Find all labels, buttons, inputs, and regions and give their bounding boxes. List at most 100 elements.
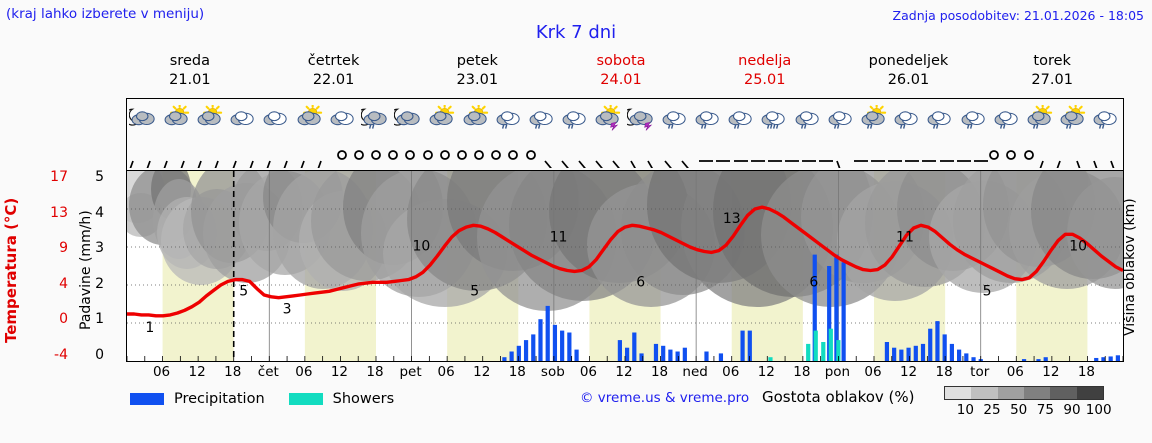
- temperature-axis-tick: -4: [54, 347, 68, 363]
- svg-text:10: 10: [412, 238, 430, 254]
- temperature-axis-tick: 4: [59, 275, 68, 292]
- copyright-label[interactable]: © vreme.us & vreme.pro: [580, 390, 750, 406]
- x-tick-label: 12: [899, 364, 918, 380]
- wind-barb: [865, 136, 885, 170]
- cloud-density-color-step: [997, 387, 1024, 399]
- cloud-density-tick: 90: [1063, 402, 1081, 418]
- weather-icon-cloudy: [260, 99, 293, 136]
- cloud-density-color-step: [971, 387, 998, 399]
- day-name: sobota: [596, 53, 646, 69]
- wind-barb: [762, 136, 782, 170]
- wind-barb: [282, 136, 299, 170]
- cloud-density-color-step: [1076, 387, 1103, 399]
- wind-barb: [694, 136, 714, 170]
- x-tick-label: ned: [682, 364, 708, 380]
- cloud-density-color-step: [1050, 387, 1077, 399]
- x-tick-label: 18: [935, 364, 953, 380]
- cloud-density-tick: 75: [1036, 402, 1054, 418]
- weather-icon-partly-sunny: [293, 99, 326, 136]
- precipitation-axis-tick: 3: [95, 240, 104, 257]
- day-date: 25.01: [743, 72, 786, 88]
- x-tick-label: 18: [224, 364, 242, 380]
- wind-barb: [951, 136, 971, 170]
- temperature-annotations: 15310511613611510495: [145, 211, 1087, 336]
- wind-barb: [573, 136, 590, 170]
- wind-barb: [968, 136, 988, 170]
- x-tick-label: 18: [793, 364, 811, 380]
- day-name: sreda: [169, 53, 210, 69]
- precipitation-axis-tick: 1: [95, 311, 104, 328]
- wind-barb: [230, 136, 247, 170]
- wind-barb: [505, 136, 522, 170]
- x-tick-label: 06: [437, 364, 455, 380]
- precipitation-legend: Precipitation Showers: [130, 388, 408, 410]
- precipitation-axis-tick: 0: [95, 347, 104, 363]
- day-header-ponedeljek: ponedeljek 26.01: [837, 52, 981, 94]
- svg-text:1: 1: [145, 320, 154, 336]
- day-name: petek: [456, 53, 498, 69]
- wind-barb: [488, 136, 505, 170]
- x-tick-label: čet: [257, 364, 279, 380]
- x-tick-label: 12: [757, 364, 775, 380]
- cloud-density-tick: 50: [1010, 402, 1028, 418]
- showers-legend-swatch: [288, 393, 323, 405]
- wind-barb-strip: [126, 136, 1124, 170]
- day-header-četrtek: četrtek 22.01: [262, 52, 406, 94]
- weather-icon-cloudy: [326, 99, 359, 136]
- precipitation-axis-tick: 4: [95, 204, 104, 221]
- precipitation-axis-ticks: 5 4 3 2 1 0: [74, 170, 104, 362]
- weather-icon-cloudy-rain: [824, 99, 857, 136]
- weather-icon-cloudy-rain: [990, 99, 1023, 136]
- weather-icon-night-cloudy: [127, 99, 160, 136]
- wind-barb: [470, 136, 487, 170]
- cloud-density-tick: 25: [983, 402, 1001, 418]
- wind-barb: [436, 136, 453, 170]
- weather-icon-partly-sunny: [193, 99, 226, 136]
- weather-icon-cloudy-rain: [725, 99, 758, 136]
- weather-icon-cloudy-rain: [791, 99, 824, 136]
- meteogram-canvas: 15310511613611510495: [127, 171, 1123, 361]
- wind-barb: [247, 136, 264, 170]
- svg-text:3: 3: [283, 302, 292, 318]
- wind-barb: [608, 136, 625, 170]
- weather-icon-sunny-storm: [592, 99, 625, 136]
- wind-barb: [677, 136, 694, 170]
- wind-barb: [333, 136, 350, 170]
- day-name: torek: [1033, 53, 1071, 69]
- svg-text:5: 5: [983, 284, 992, 300]
- weather-icon-partly-sunny-rain: [1057, 99, 1090, 136]
- wind-barb: [831, 136, 848, 170]
- cloud-density-colorbar: [944, 386, 1104, 400]
- x-tick-label: sob: [540, 364, 565, 380]
- location-menu-note[interactable]: (kraj lahko izberete v meniju): [6, 6, 205, 22]
- wind-barb: [797, 136, 817, 170]
- wind-barb: [556, 136, 573, 170]
- weather-icon-cloudy-rain: [492, 99, 525, 136]
- day-header-petek: petek 23.01: [405, 52, 549, 94]
- wind-barb: [659, 136, 676, 170]
- cloud-density-tick: 10: [956, 402, 974, 418]
- weather-icon-night-cloudy-rain: [359, 99, 392, 136]
- x-tick-label: 12: [188, 364, 206, 380]
- day-header-torek: torek 27.01: [980, 52, 1124, 94]
- weather-icon-cloudy-rain: [525, 99, 558, 136]
- showers-legend-label: Showers: [332, 391, 395, 407]
- x-tick-label: 18: [1077, 364, 1096, 380]
- wind-barb: [848, 136, 868, 170]
- weather-icon-cloudy-rain: [957, 99, 990, 136]
- wind-barb: [127, 136, 144, 170]
- cloud-density-color-step: [1023, 387, 1051, 399]
- weather-icon-cloudy-rain: [1090, 99, 1123, 136]
- x-tick-label: 06: [722, 364, 740, 380]
- x-tick-label: 06: [152, 364, 171, 380]
- weather-icon-partly-sunny: [459, 99, 492, 136]
- day-date: 21.01: [169, 72, 211, 88]
- weather-icon-partly-sunny-rain: [1023, 99, 1056, 136]
- wind-barb: [522, 136, 539, 170]
- wind-barb: [453, 136, 470, 170]
- wind-barb: [213, 136, 230, 170]
- day-name: ponedeljek: [868, 53, 949, 69]
- temperature-axis-tick: 0: [59, 311, 68, 328]
- day-name: četrtek: [307, 53, 360, 69]
- precipitation-legend-swatch: [130, 393, 164, 405]
